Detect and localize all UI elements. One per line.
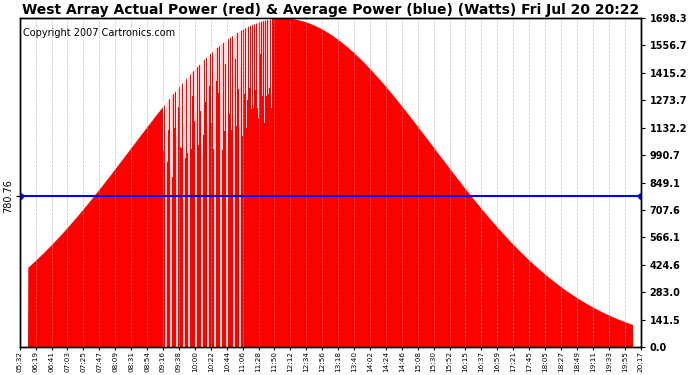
Text: Copyright 2007 Cartronics.com: Copyright 2007 Cartronics.com <box>23 28 175 38</box>
Title: West Array Actual Power (red) & Average Power (blue) (Watts) Fri Jul 20 20:22: West Array Actual Power (red) & Average … <box>21 3 639 17</box>
